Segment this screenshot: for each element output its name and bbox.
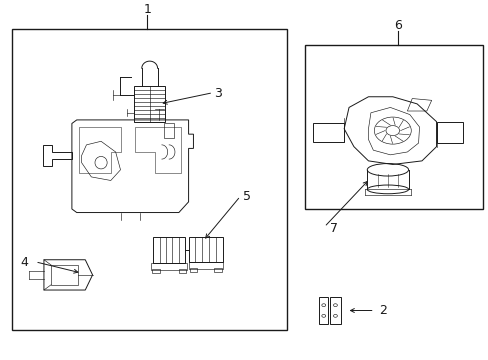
Bar [329, 297, 340, 324]
Bar [152, 269, 159, 273]
Bar [164, 123, 174, 138]
Text: 3: 3 [213, 87, 221, 100]
Bar [12, 29, 286, 330]
Text: 6: 6 [393, 19, 401, 32]
Bar [178, 269, 186, 273]
Text: 7: 7 [330, 222, 338, 235]
Bar [305, 45, 482, 209]
Text: 4: 4 [21, 256, 29, 269]
Text: 5: 5 [243, 190, 250, 203]
Text: 2: 2 [378, 304, 386, 317]
Bar [189, 268, 197, 273]
Bar [213, 268, 221, 273]
Text: 1: 1 [143, 3, 151, 16]
Bar [319, 297, 327, 324]
